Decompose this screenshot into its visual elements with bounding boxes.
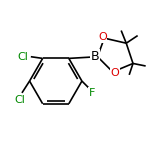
Text: Cl: Cl [18,52,29,62]
Text: Cl: Cl [15,95,26,105]
Text: F: F [89,88,95,98]
Text: B: B [91,50,100,63]
Text: O: O [110,68,119,78]
Text: O: O [98,32,107,42]
